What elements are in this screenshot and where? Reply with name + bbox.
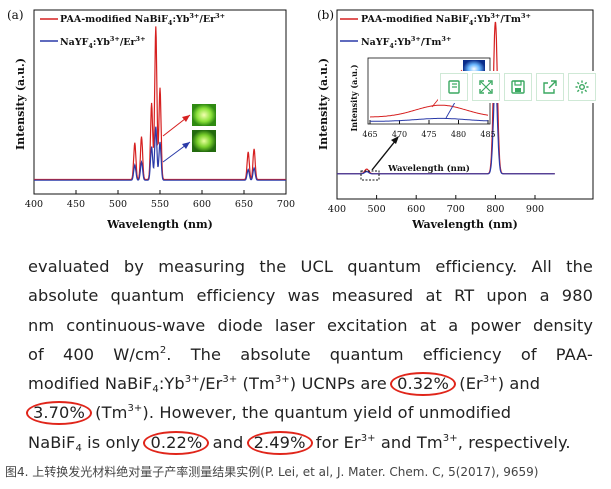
notebook-icon [448,80,460,94]
legend-label-nayf-er: NaYF4:Yb3+/Er3+ [60,35,146,50]
panel-a-x-tick-label: 500 [109,199,127,210]
panel-b-label: (b) [317,8,334,22]
figure-spectra: (a) 400 450 500 550 600 650 700 PAA-modified N… [7,8,594,231]
paragraph-line-7: NaBiF4 is only 0.22% and 2.49% for Er3+ … [28,430,571,455]
panel-a-label: (a) [7,8,24,22]
panel-a-x-tick-label: 450 [67,199,85,210]
settings-button[interactable] [568,73,596,101]
legend-label-paa-er: PAA-modified NaBiF4:Yb3+/Er3+ [60,12,225,27]
inset-x-tick-label: 465 [362,130,377,139]
share-icon [543,80,557,94]
paragraph-line-6: 3.70% (Tm3+). However, the quantum yield… [26,398,593,427]
highlight-yield-tm: 2.49% [246,430,313,455]
panel-b-x-tick-label: 600 [407,204,425,215]
settings-icon [575,80,589,94]
inset-xlabel: Wavelength (nm) [387,163,470,174]
inset-x-tick-label: 470 [392,130,407,139]
panel-a-xlabel: Wavelength (nm) [106,218,213,231]
image-toolbar [438,71,598,103]
panel-b-x-tick-label: 800 [486,204,504,215]
inset-line-paa-tm [369,104,489,118]
notebook-button[interactable] [440,73,468,101]
highlight-efficiency-er: 0.32% [390,372,457,397]
panel-b-ylabel: Intensity (a.u.) [317,58,330,150]
panel-b: (b) 400 500 600 700 800 900 PAA-modified NaBi… [317,8,594,231]
panel-a: (a) 400 450 500 550 600 650 700 PAA-modified N… [7,8,295,231]
legend-label-nayf-tm: NaYF4:Yb3+/Tm3+ [361,35,451,50]
panel-a-ylabel: Intensity (a.u.) [14,58,27,150]
luminescence-photo-paa-er [192,104,216,126]
expand-button[interactable] [472,73,500,101]
inset-line-nayf-tm [370,117,489,122]
panel-b-xlabel: Wavelength (nm) [411,218,518,231]
series-line-nayf-tm [337,78,555,175]
panel-a-x-tick-label: 650 [235,199,253,210]
panel-a-x-tick-label: 600 [193,199,211,210]
save-icon [511,80,525,94]
legend-label-paa-tm: PAA-modified NaBiF4:Yb3+/Tm3+ [361,12,531,27]
panel-a-x-tick-label: 550 [151,199,169,210]
inset-x-tick-label: 480 [451,130,466,139]
panel-b-frame [336,9,594,200]
panel-b-x-tick-label: 500 [368,204,386,215]
paragraph-line-1: evaluated by measuring the UCL quantum e… [28,257,593,276]
figure-caption: 图4. 上转换发光材料绝对量子产率测量结果实例(P. Lei, et al, J… [5,465,539,479]
save-button[interactable] [504,73,532,101]
inset-ylabel: Intensity (a.u.) [349,64,359,131]
paper-paragraph: evaluated by measuring the UCL quantum e… [26,252,593,457]
panel-b-x-tick-label: 900 [526,204,544,215]
luminescence-photo-nayf-er [192,130,216,152]
panel-b-x-tick-label: 700 [447,204,465,215]
inset-x-tick-label: 475 [421,130,436,139]
panel-b-x-tick-label: 400 [328,204,346,215]
paragraph-line-3: nm continuous-wave diode laser excitatio… [28,315,593,335]
panel-a-x-tick-label: 400 [25,199,43,210]
paragraph-line-2: absolute quantum efficiency was measured… [28,286,593,306]
paragraph-line-5: modified NaBiF4:Yb3+/Er3+ (Tm3+) UCNPs a… [28,372,541,397]
share-button[interactable] [536,73,564,101]
series-line-nayf-er [34,126,286,181]
highlight-efficiency-tm: 3.70% [26,401,92,426]
panel-a-x-tick-label: 700 [277,199,295,210]
highlight-yield-er: 0.22% [143,430,210,455]
inset-x-tick-label: 485 [480,130,495,139]
zoom-region-box [360,170,380,181]
series-line-paa-er [34,26,286,181]
expand-icon [479,80,493,94]
paragraph-line-4: of 400 W/cm2. The absolute quantum effic… [28,344,593,364]
